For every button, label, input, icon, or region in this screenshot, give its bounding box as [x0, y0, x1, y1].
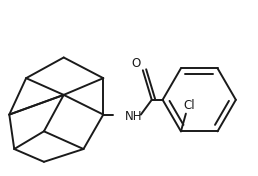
Text: NH: NH [125, 110, 142, 123]
Text: O: O [131, 57, 141, 70]
Text: Cl: Cl [183, 99, 195, 112]
